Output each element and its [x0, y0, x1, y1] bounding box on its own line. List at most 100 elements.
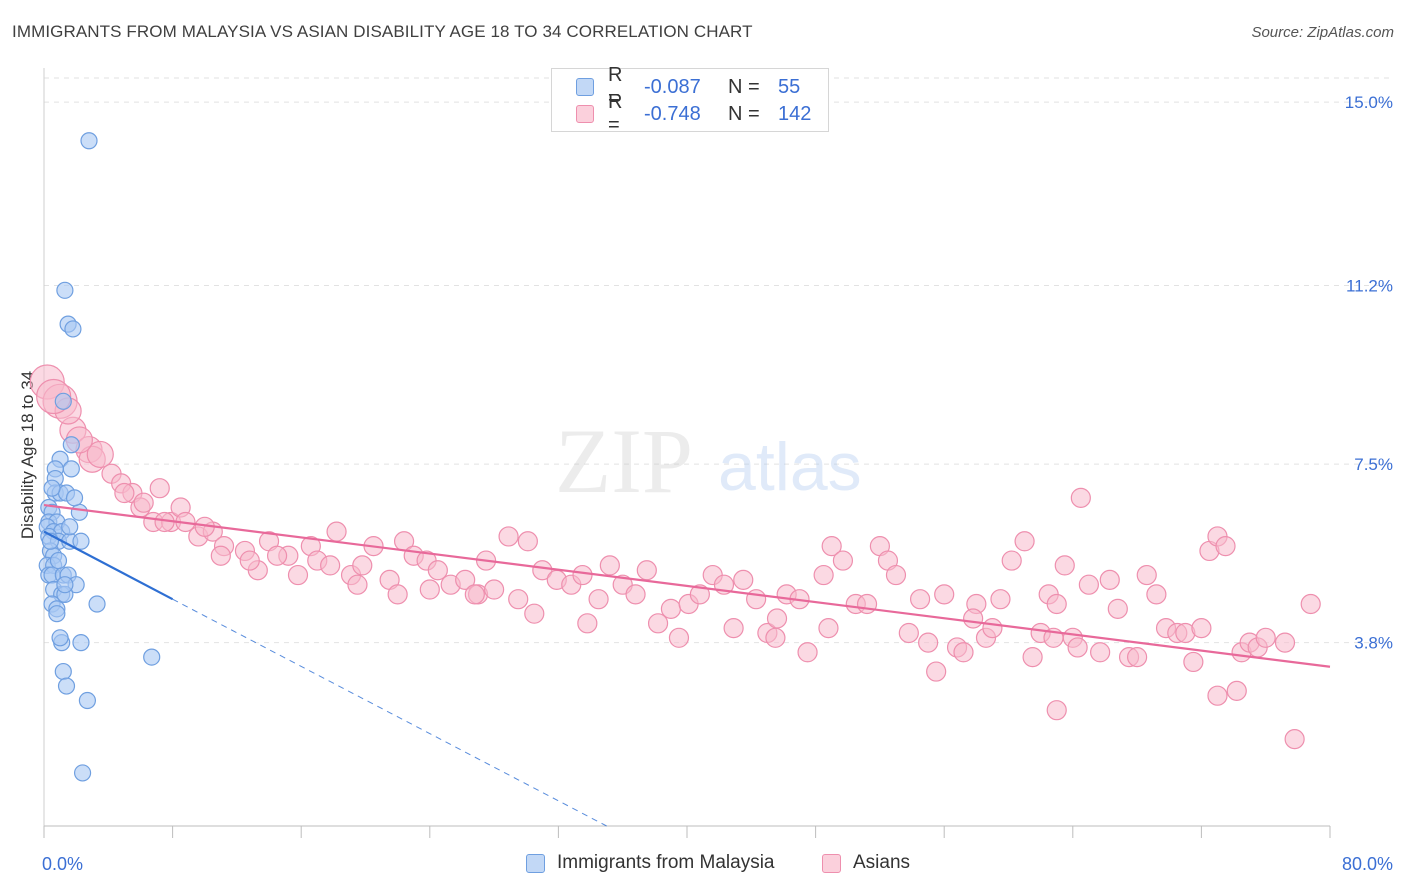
asians-point [898, 622, 919, 644]
malaysia-point [56, 281, 74, 299]
malaysia-point [62, 460, 80, 478]
legend-n-value: 55 [778, 75, 801, 98]
legend-swatch-pink [822, 853, 841, 873]
asians-point [524, 603, 545, 624]
asians-point [660, 598, 682, 619]
asians-point [1183, 651, 1204, 673]
asians-point [1215, 536, 1236, 557]
asians-point [508, 589, 529, 610]
malaysia-point [64, 320, 82, 338]
asians-point [532, 560, 553, 581]
legend-row-asians: R = -0.748 N = 142 [576, 91, 811, 136]
asians-point [352, 555, 373, 576]
asians-point [1046, 593, 1067, 615]
malaysia-point [48, 605, 66, 623]
source-credit: Source: ZipAtlas.com [1251, 24, 1394, 41]
asians-point [326, 521, 347, 542]
asians-point [1107, 598, 1128, 619]
malaysia-trend-line [43, 530, 174, 601]
asians-point [813, 564, 834, 586]
watermark-atlas: atlas [718, 429, 862, 505]
malaysia-point [62, 436, 80, 454]
malaysia-point [43, 479, 61, 497]
asians-point [86, 440, 114, 469]
asians-point [1191, 618, 1212, 639]
legend-n-label: N = [728, 75, 760, 98]
asians-point [885, 564, 907, 586]
y-tick-label: 15.0% [1345, 93, 1393, 112]
malaysia-point [54, 662, 72, 681]
asians-point [588, 589, 609, 610]
malaysia-point [51, 629, 69, 647]
asians-point [856, 593, 878, 615]
asians-point [1146, 584, 1167, 605]
axes [43, 68, 1331, 838]
asians-point [818, 618, 839, 639]
asians-point [636, 560, 657, 581]
x-tick-label: 0.0% [42, 854, 83, 874]
asians-point [1284, 729, 1305, 750]
malaysia-points [38, 132, 161, 782]
asians-point [149, 478, 170, 499]
asians-point [1090, 642, 1111, 663]
asians-point [746, 589, 767, 610]
asians-point [647, 613, 669, 634]
watermark: ZIP atlas [555, 410, 862, 512]
asians-point [909, 589, 931, 610]
asians-point [797, 642, 818, 663]
legend-swatch-pink [576, 105, 594, 123]
asians-point [766, 608, 788, 629]
malaysia-point [78, 691, 97, 710]
asians-point [1255, 627, 1276, 648]
asians-point [464, 584, 485, 605]
asians-point [765, 627, 786, 648]
asians-point [1099, 569, 1120, 590]
asians-points [29, 364, 1321, 750]
asians-point [821, 536, 842, 557]
legend-r-label: R = [608, 64, 623, 109]
malaysia-point [72, 532, 90, 550]
asians-point [963, 608, 984, 629]
asians-point [832, 550, 854, 571]
legend-swatch-blue [576, 78, 594, 96]
asians-point [114, 482, 135, 504]
asians-point [210, 545, 231, 566]
asians-point [1014, 531, 1035, 552]
malaysia-point [88, 595, 106, 613]
malaysia-point [54, 392, 72, 410]
asians-point [1054, 555, 1075, 576]
asians-point [1300, 593, 1321, 615]
tick-labels: 3.8% 7.5% 11.2% 15.0% 0.0% 80.0% [42, 93, 1393, 874]
asians-point [1070, 487, 1091, 508]
malaysia-point [73, 764, 92, 782]
asians-point [427, 560, 448, 581]
asians-point [926, 661, 947, 682]
malaysia-point [61, 518, 79, 536]
x-tick-label: 80.0% [1342, 854, 1393, 874]
legend-r-value: -0.087 [644, 75, 701, 98]
asians-point [484, 579, 505, 600]
asians-point [599, 555, 620, 576]
asians-point [239, 550, 260, 571]
asians-point [577, 613, 598, 634]
asians-point [320, 555, 341, 576]
legend-item-malaysia[interactable]: Immigrants from Malaysia [526, 852, 775, 874]
y-tick-label: 3.8% [1354, 634, 1393, 653]
legend-item-asians[interactable]: Asians [822, 852, 910, 874]
malaysia-point [49, 551, 68, 570]
malaysia-point [65, 489, 84, 507]
asians-point [455, 569, 476, 590]
malaysia-point [57, 677, 76, 695]
malaysia-point [80, 132, 98, 150]
asians-point [419, 579, 440, 600]
legend-r-value: -0.748 [644, 102, 701, 125]
asians-point [689, 584, 710, 605]
asians-point [498, 526, 519, 547]
asians-point [1136, 564, 1157, 586]
asians-point [347, 574, 368, 595]
asians-point [723, 618, 744, 639]
asians-point [1226, 680, 1247, 701]
trend-lines [43, 503, 1331, 827]
malaysia-point [56, 576, 74, 594]
